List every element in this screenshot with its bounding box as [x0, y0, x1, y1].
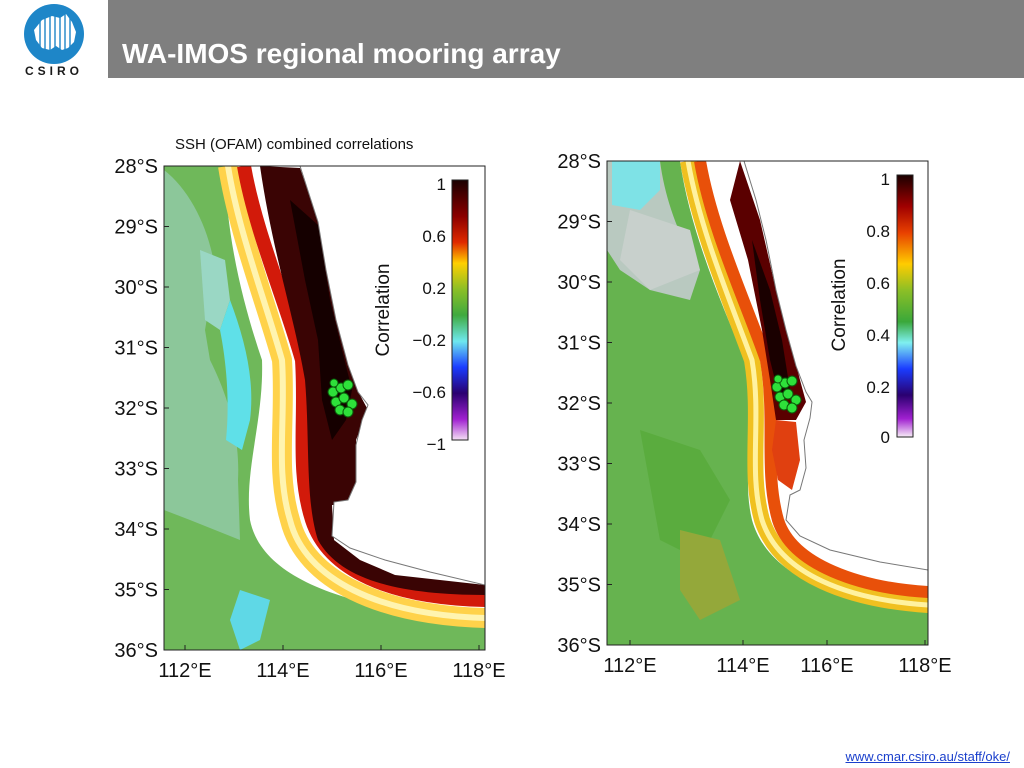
left-y-axis: 28°S 29°S 30°S 31°S 32°S 33°S 34°S 35°S …	[114, 156, 169, 662]
left-x-tick: 116°E	[354, 660, 407, 682]
right-mooring-markers	[771, 374, 802, 414]
left-colorbar-label: Correlation	[373, 264, 394, 357]
correlation-figure: SSH (OFAM) combined correlations	[114, 136, 952, 682]
left-x-tick: 118°E	[452, 660, 505, 682]
left-y-tick: 34°S	[114, 519, 158, 541]
right-y-tick: 30°S	[557, 272, 601, 294]
right-y-tick: 29°S	[557, 212, 601, 234]
right-x-axis: 112°E 114°E 116°E 118°E	[603, 640, 952, 677]
left-colorbar-tick: −1	[427, 435, 446, 454]
page-title: WA-IMOS regional mooring array	[122, 38, 561, 69]
right-y-tick: 35°S	[557, 575, 601, 597]
left-y-tick: 28°S	[114, 156, 158, 178]
left-y-tick: 32°S	[114, 398, 158, 420]
left-x-tick: 112°E	[158, 660, 211, 682]
left-y-tick: 33°S	[114, 459, 158, 481]
left-y-tick: 29°S	[114, 217, 158, 239]
left-colorbar-tick: 0.6	[422, 227, 446, 246]
left-y-tick: 35°S	[114, 580, 158, 602]
left-colorbar: Correlation 1 0.6 0.2 −0.2 −0.6 −1	[373, 175, 469, 454]
left-colorbar-tick: −0.2	[412, 331, 446, 350]
right-x-tick: 114°E	[716, 655, 769, 677]
right-colorbar-tick: 0.8	[866, 222, 890, 241]
left-y-tick: 31°S	[114, 338, 158, 360]
footer-link[interactable]: www.cmar.csiro.au/staff/oke/	[845, 749, 1011, 764]
logo-text: CSIRO	[24, 64, 83, 78]
left-colorbar-tick: −0.6	[412, 383, 446, 402]
left-y-tick: 30°S	[114, 277, 158, 299]
right-y-tick: 31°S	[557, 333, 601, 355]
right-x-tick: 116°E	[800, 655, 853, 677]
left-panel-title: SSH (OFAM) combined correlations	[175, 136, 413, 153]
right-y-tick: 32°S	[557, 393, 601, 415]
left-colorbar-tick: 1	[437, 175, 446, 194]
right-y-tick: 34°S	[557, 514, 601, 536]
left-y-tick: 36°S	[114, 640, 158, 662]
left-x-tick: 114°E	[256, 660, 309, 682]
right-colorbar-tick: 0.6	[866, 274, 890, 293]
left-map	[164, 166, 485, 650]
right-colorbar-tick: 0.4	[866, 326, 890, 345]
right-colorbar-label: Correlation	[829, 259, 850, 352]
right-y-axis: 28°S 29°S 30°S 31°S 32°S 33°S 34°S 35°S …	[557, 151, 612, 657]
title-bar: WA-IMOS regional mooring array	[108, 0, 1024, 78]
right-y-tick: 28°S	[557, 151, 601, 173]
left-x-axis: 112°E 114°E 116°E 118°E	[158, 645, 506, 682]
right-colorbar: Correlation 1 0.8 0.6 0.4 0.2 0	[829, 170, 914, 447]
right-x-tick: 112°E	[603, 655, 656, 677]
logo: CSIRO	[0, 0, 108, 80]
left-mooring-markers	[327, 378, 358, 418]
csiro-globe-icon	[24, 4, 84, 64]
right-colorbar-tick: 1	[881, 170, 890, 189]
right-y-tick: 36°S	[557, 635, 601, 657]
right-map	[607, 161, 928, 645]
left-colorbar-tick: 0.2	[422, 279, 446, 298]
right-y-tick: 33°S	[557, 454, 601, 476]
right-x-tick: 118°E	[898, 655, 951, 677]
right-colorbar-tick: 0.2	[866, 378, 890, 397]
right-colorbar-tick: 0	[881, 428, 890, 447]
